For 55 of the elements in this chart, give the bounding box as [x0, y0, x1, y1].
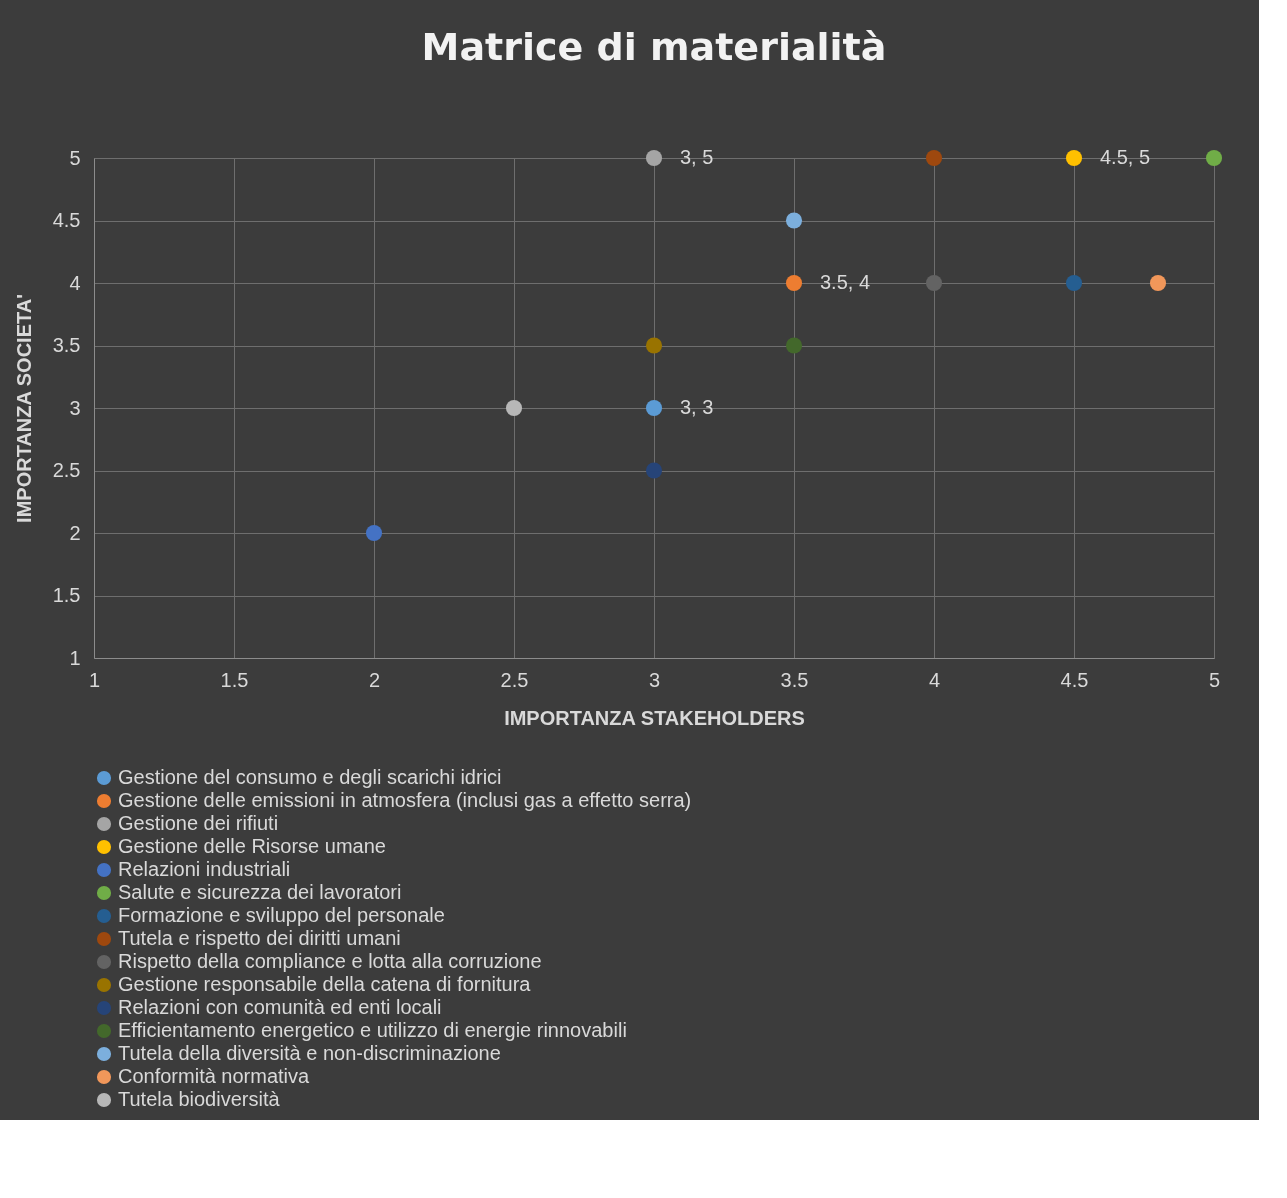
point	[1205, 149, 1223, 167]
point	[1065, 274, 1083, 292]
point	[1149, 274, 1167, 292]
data-label: 4.5, 5	[1100, 146, 1151, 168]
legend-label: Gestione responsabile della catena di fornitura	[118, 973, 532, 995]
legend-label: Gestione del consumo e degli scarichi idrici	[118, 766, 502, 788]
legend-label: Rispetto della compliance e lotta alla corruzione	[118, 950, 542, 972]
y-tick-label: 1	[69, 646, 81, 669]
x-tick-label: 5	[1208, 668, 1221, 691]
legend-label: Gestione dei rifiuti	[118, 812, 279, 834]
x-tick-label: 1.5	[220, 668, 249, 691]
y-tick-label: 4.5	[52, 209, 81, 231]
legend-label: Tutela e rispetto dei diritti umani	[118, 927, 401, 949]
legend-label: Formazione e sviluppo del personale	[118, 904, 445, 926]
point	[785, 212, 803, 229]
x-tick-label: 2	[368, 668, 381, 691]
legend-label: Efficientamento energetico e utilizzo di energie rinnovabili	[118, 1019, 627, 1041]
point	[365, 524, 383, 542]
legend-label: Gestione delle Risorse umane	[118, 835, 386, 857]
legend-label: Salute e sicurezza dei lavoratori	[118, 881, 402, 903]
y-tick-label: 1.5	[52, 584, 81, 606]
point	[505, 399, 523, 417]
y-tick-label: 4	[69, 271, 81, 294]
x-tick-label: 4.5	[1060, 668, 1089, 691]
legend-label: Relazioni industriali	[118, 858, 291, 880]
point	[645, 149, 663, 167]
legend-label: Tutela biodiversità	[118, 1088, 281, 1110]
legend-label: Tutela della diversità e non-discriminazione	[118, 1042, 501, 1064]
legend-label: Relazioni con comunità ed enti locali	[118, 996, 442, 1018]
data-label: 3, 3	[680, 396, 714, 418]
y-tick-label: 2	[69, 521, 81, 544]
chart-title: Matrice di materialità	[421, 25, 887, 69]
y-tick-label: 2.5	[52, 459, 81, 481]
data-label: 3, 5	[680, 146, 714, 168]
point	[785, 274, 803, 292]
point	[1065, 149, 1083, 167]
x-tick-label: 3	[648, 668, 661, 691]
point	[645, 462, 663, 479]
point	[925, 274, 943, 292]
x-axis-title: IMPORTANZA STAKEHOLDERS	[504, 706, 805, 729]
x-tick-label: 3.5	[780, 668, 809, 691]
y-tick-label: 5	[69, 146, 81, 169]
legend-label: Gestione delle emissioni in atmosfera (inclusi gas a effetto serra)	[118, 789, 692, 811]
legend-label: Conformità normativa	[118, 1065, 311, 1087]
point	[785, 337, 803, 354]
x-tick-label: 1	[88, 668, 101, 691]
x-tick-label: 4	[928, 668, 941, 691]
point	[645, 399, 663, 417]
point	[925, 149, 943, 167]
y-axis-title: IMPORTANZA SOCIETA'	[12, 294, 35, 523]
x-tick-label: 2.5	[500, 668, 529, 691]
data-label: 3.5, 4	[820, 271, 871, 293]
point	[645, 337, 663, 354]
y-tick-label: 3.5	[52, 334, 81, 356]
y-tick-label: 3	[69, 396, 81, 419]
